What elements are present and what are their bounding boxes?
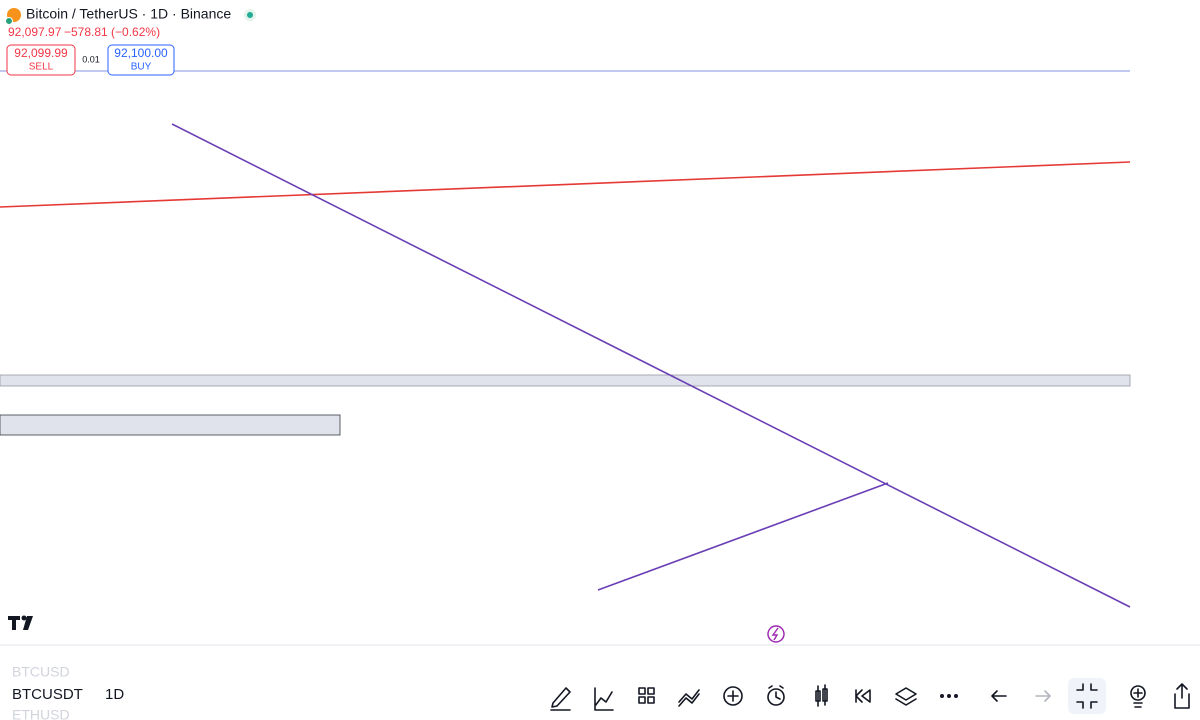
- buy-button[interactable]: [107, 44, 175, 76]
- sell-label: SELL: [29, 62, 54, 73]
- event-bolt: [771, 627, 779, 641]
- header: Bitcoin / TetherUS · 1D · Binance 92,097…: [5, 6, 256, 76]
- toolbar-interval[interactable]: 1D: [105, 686, 124, 703]
- replay-tool[interactable]: [855, 689, 871, 703]
- add-tool[interactable]: [723, 686, 743, 706]
- indicators-tool[interactable]: [594, 687, 614, 711]
- redo-tool[interactable]: [1035, 690, 1051, 702]
- undo-tool[interactable]: [991, 690, 1007, 702]
- ghost-symbol: ETHUSD: [12, 707, 70, 720]
- fib-zone: [0, 414, 341, 436]
- trend-line: [597, 482, 889, 591]
- fullscreen-bg: [1068, 678, 1106, 714]
- toolbar-symbol[interactable]: BTCUSDT: [12, 686, 83, 703]
- trend-line: [171, 123, 1131, 608]
- drawings: [0, 123, 1131, 643]
- plot-area: [0, 70, 1131, 436]
- spread: 0.01: [82, 54, 100, 64]
- toolbar: BTCUSD ETHUSD BTCUSDT 1D: [0, 664, 1200, 720]
- share-tool[interactable]: [1174, 683, 1190, 709]
- draw-tool[interactable]: [550, 687, 571, 711]
- compare-tool[interactable]: [678, 689, 700, 707]
- price-change: −578.81 (−0.62%): [64, 25, 160, 39]
- quote-icon: [5, 17, 13, 25]
- layout-tool[interactable]: [638, 687, 655, 704]
- tv-logo: [8, 615, 33, 630]
- market-status-dot: [247, 12, 253, 18]
- trend-line: [0, 161, 1131, 208]
- buy-price: 92,100.00: [114, 46, 168, 60]
- buy-label: BUY: [131, 62, 152, 73]
- toolbar-bg: [0, 670, 1200, 720]
- range-zone: [0, 374, 1131, 387]
- more-tool[interactable]: [940, 694, 958, 698]
- symbol-title: Bitcoin / TetherUS · 1D · Binance: [26, 6, 231, 22]
- sell-price: 92,099.99: [14, 46, 68, 60]
- alert-tool[interactable]: [767, 685, 785, 706]
- ideas-tool[interactable]: [1130, 685, 1146, 708]
- chart-type-tool[interactable]: [815, 684, 828, 707]
- last-price: 92,097.97: [8, 25, 62, 39]
- fullscreen-tool[interactable]: [1076, 683, 1098, 709]
- ghost-symbol: BTCUSD: [12, 664, 70, 680]
- event-icon[interactable]: [767, 625, 785, 643]
- sell-button[interactable]: [6, 44, 76, 76]
- layers-tool[interactable]: [895, 687, 917, 706]
